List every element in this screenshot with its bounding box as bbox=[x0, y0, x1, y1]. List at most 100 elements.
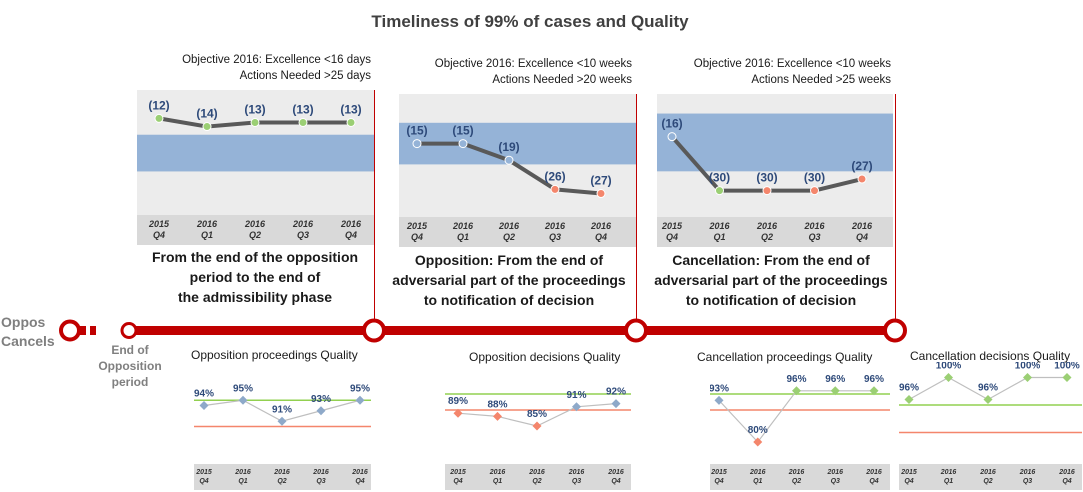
quality-axis-tick-quarter: Q1 bbox=[238, 478, 248, 485]
quality-axis-tick-label: 2016 Q2 bbox=[973, 468, 1003, 486]
objective-3-excellence: Objective 2016: Excellence <10 weeks bbox=[693, 58, 891, 70]
timeline-node-3 bbox=[883, 318, 907, 343]
data-label: (13) bbox=[340, 102, 361, 116]
timeliness-axis-tick-label: 2016 Q3 bbox=[535, 221, 575, 243]
description-3: Cancellation: From the end of adversaria… bbox=[640, 250, 902, 310]
data-label: (30) bbox=[709, 171, 730, 185]
objective-1-excellence: Objective 2016: Excellence <16 days bbox=[182, 54, 371, 66]
timeliness-chart-2: (15) (15) (19) (26) (27) 2015 Q4 2016 Q1 2016 Q2 2… bbox=[399, 94, 637, 247]
data-label: 94% bbox=[194, 389, 214, 400]
data-point bbox=[611, 399, 621, 409]
objective-2: Objective 2016: Excellence <10 weeks Act… bbox=[380, 56, 632, 88]
quality-axis-tick-year: 2016 bbox=[235, 469, 251, 476]
quality-axis-tick-label: 2016 Q4 bbox=[345, 468, 375, 486]
timeline bbox=[59, 318, 907, 343]
quality-axis-tick-label: 2015 Q4 bbox=[704, 468, 734, 486]
data-point bbox=[532, 421, 542, 431]
quality-axis-tick-quarter: Q2 bbox=[791, 478, 802, 485]
separator-line-1 bbox=[374, 90, 375, 320]
data-point bbox=[298, 117, 308, 127]
data-label: (15) bbox=[406, 124, 427, 138]
quality-axis-tick-label: 2015 Q4 bbox=[443, 468, 473, 486]
timeliness-chart-3-plot: (16) (30) (30) (30) (27) bbox=[657, 113, 893, 196]
timeliness-axis-tick-label: 2016 Q1 bbox=[700, 221, 740, 243]
timeliness-axis-tick-quarter: Q2 bbox=[760, 232, 773, 242]
quality-axis-tick-quarter: Q3 bbox=[316, 478, 326, 485]
data-point bbox=[199, 401, 209, 410]
data-label: 96% bbox=[825, 374, 845, 385]
data-point bbox=[355, 395, 365, 405]
data-point bbox=[869, 386, 879, 396]
quality-axis-tick-label: 2016 Q3 bbox=[820, 468, 850, 486]
data-label: 89% bbox=[448, 396, 468, 407]
data-label: 96% bbox=[978, 383, 998, 394]
quality-axis-tick-label: 2016 Q1 bbox=[228, 468, 258, 486]
description-1-line-3: the admissibility phase bbox=[177, 289, 333, 305]
quality-axis-tick-quarter: Q2 bbox=[983, 478, 993, 485]
quality-axis-tick-label: 2016 Q2 bbox=[522, 468, 552, 486]
data-label: (30) bbox=[804, 171, 825, 185]
description-2-line-1: Opposition: From the end of bbox=[414, 252, 604, 268]
quality-axis-tick-quarter: Q4 bbox=[714, 478, 724, 485]
quality-axis-tick-year: 2016 bbox=[608, 469, 624, 476]
quality-chart-3: 93% 80% 96% 96% 96% 2015 Q4 2016 Q1 2016 Q2 2016 Q3… bbox=[710, 366, 890, 490]
timeliness-axis-tick-label: 2015 Q4 bbox=[397, 221, 437, 243]
timeliness-axis-tick-quarter: Q2 bbox=[248, 230, 261, 240]
description-1-line-2: period to the end of bbox=[189, 269, 321, 285]
timeline-bar bbox=[128, 326, 896, 335]
data-point bbox=[412, 139, 422, 149]
data-point bbox=[596, 189, 606, 199]
data-label: 91% bbox=[566, 390, 586, 401]
timeliness-chart-2-plot: (15) (15) (19) (26) (27) bbox=[399, 122, 637, 199]
timeliness-axis-tick-label: 2016 Q4 bbox=[581, 221, 621, 243]
objective-1-actions: Actions Needed >25 days bbox=[239, 70, 371, 82]
data-label: (27) bbox=[590, 174, 611, 188]
data-point bbox=[1023, 373, 1032, 382]
quality-axis-tick-year: 2016 bbox=[313, 469, 329, 476]
data-label: (13) bbox=[292, 102, 313, 116]
data-label: (14) bbox=[196, 107, 217, 121]
timeliness-axis-tick-year: 2016 bbox=[452, 221, 474, 231]
data-label: 100% bbox=[1015, 362, 1041, 372]
quality-axis-tick-label: 2016 Q4 bbox=[601, 468, 631, 486]
data-label: 93% bbox=[311, 394, 331, 405]
timeliness-axis-tick-quarter: Q3 bbox=[808, 232, 821, 242]
quality-axis-tick-year: 2016 bbox=[568, 469, 585, 476]
timeliness-axis-tick-year: 2016 bbox=[498, 221, 520, 231]
quality-axis-tick-year: 2016 bbox=[980, 469, 996, 476]
data-point bbox=[753, 437, 763, 447]
data-point bbox=[202, 122, 212, 132]
objective-1: Objective 2016: Excellence <16 days Acti… bbox=[120, 52, 371, 84]
quality-axis-tick-label: 2016 Q3 bbox=[562, 468, 592, 486]
data-point bbox=[572, 402, 581, 412]
data-label: (19) bbox=[498, 140, 519, 154]
timeliness-axis-tick-quarter: Q1 bbox=[456, 232, 469, 242]
timeline-node-1 bbox=[362, 318, 386, 343]
timeliness-axis-tick-year: 2016 bbox=[709, 221, 730, 231]
separator-line-2 bbox=[636, 94, 637, 320]
timeliness-axis-tick-label: 2016 Q1 bbox=[443, 221, 483, 243]
data-label: (12) bbox=[148, 98, 169, 112]
data-point bbox=[493, 411, 502, 421]
data-point bbox=[714, 395, 724, 405]
data-label: 100% bbox=[936, 362, 962, 372]
timeliness-chart-3-ticks: 2015 Q4 2016 Q1 2016 Q2 2016 Q3 2016 Q4 bbox=[657, 221, 893, 247]
data-point bbox=[238, 395, 248, 405]
quality-chart-2-plot: 89% 88% 85% 91% 92% bbox=[445, 387, 631, 431]
data-point bbox=[944, 373, 953, 382]
objective-band bbox=[137, 134, 375, 172]
data-point bbox=[154, 113, 164, 123]
objective-3: Objective 2016: Excellence <10 weeks Act… bbox=[640, 56, 891, 88]
timeliness-chart-1-ticks: 2015 Q4 2016 Q1 2016 Q2 2016 Q3 2016 Q4 bbox=[137, 219, 375, 245]
data-point bbox=[762, 186, 772, 196]
data-label: 92% bbox=[606, 387, 626, 398]
timeliness-chart-1-axis bbox=[137, 215, 375, 245]
quality-axis-tick-quarter: Q4 bbox=[611, 478, 621, 485]
objective-2-actions: Actions Needed >20 weeks bbox=[492, 74, 632, 86]
end-label-line-2: Opposition bbox=[98, 359, 162, 373]
quality-chart-1-axis bbox=[194, 464, 371, 490]
timeliness-axis-tick-quarter: Q4 bbox=[410, 232, 423, 242]
quality-axis-tick-year: 2015 bbox=[711, 469, 727, 476]
quality-axis-tick-label: 2015 Q4 bbox=[189, 468, 219, 486]
timeliness-axis-tick-quarter: Q2 bbox=[502, 232, 515, 242]
